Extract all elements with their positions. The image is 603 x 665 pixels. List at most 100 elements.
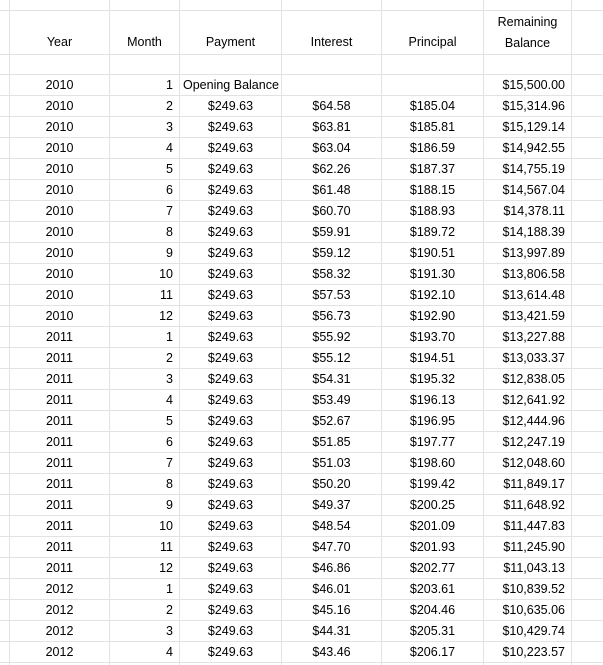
cell-month[interactable]: 6: [166, 435, 173, 449]
cell-principal[interactable]: $186.59: [409, 141, 456, 155]
cell-year[interactable]: 2011: [46, 330, 73, 344]
cell-month[interactable]: 4: [166, 645, 173, 659]
cell-balance[interactable]: $14,567.04: [502, 183, 565, 197]
cell-principal[interactable]: $192.10: [409, 288, 456, 302]
cell-month[interactable]: 9: [166, 498, 173, 512]
cell-month[interactable]: 11: [160, 288, 173, 302]
cell-month[interactable]: 3: [166, 372, 173, 386]
cell-payment[interactable]: $249.63: [207, 183, 254, 197]
cell-month[interactable]: 1: [166, 582, 173, 596]
cell-principal[interactable]: $198.60: [409, 456, 456, 470]
cell-year[interactable]: 2010: [45, 141, 74, 155]
cell-year[interactable]: 2010: [45, 309, 74, 323]
cell-principal[interactable]: $187.37: [409, 162, 456, 176]
cell-month[interactable]: 1: [166, 330, 173, 344]
cell-balance[interactable]: $15,129.14: [502, 120, 565, 134]
cell-balance[interactable]: $13,421.59: [502, 309, 565, 323]
cell-payment[interactable]: $249.63: [207, 645, 254, 659]
header-month[interactable]: Month: [127, 35, 162, 49]
cell-year[interactable]: 2011: [46, 372, 73, 386]
cell-interest[interactable]: $59.91: [312, 225, 351, 239]
cell-payment[interactable]: $249.63: [207, 246, 254, 260]
cell-month[interactable]: 10: [159, 519, 173, 533]
cell-interest[interactable]: $44.31: [312, 624, 351, 638]
cell-principal[interactable]: $188.93: [409, 204, 456, 218]
cell-balance[interactable]: $11,043.13: [503, 561, 565, 575]
cell-payment[interactable]: $249.63: [207, 309, 254, 323]
cell-interest[interactable]: $54.31: [312, 372, 351, 386]
cell-month[interactable]: 4: [166, 141, 173, 155]
cell-balance[interactable]: $13,227.88: [502, 330, 565, 344]
cell-principal[interactable]: $196.95: [409, 414, 456, 428]
cell-year[interactable]: 2010: [45, 162, 74, 176]
cell-year[interactable]: 2012: [45, 603, 74, 617]
cell-balance[interactable]: $14,378.11: [503, 204, 565, 218]
header-remaining[interactable]: Remaining: [497, 15, 558, 29]
cell-month[interactable]: 3: [166, 624, 173, 638]
cell-year[interactable]: 2010: [45, 120, 74, 134]
cell-interest[interactable]: $49.37: [312, 498, 351, 512]
cell-year[interactable]: 2011: [46, 456, 73, 470]
cell-interest[interactable]: $48.54: [312, 519, 351, 533]
cell-year[interactable]: 2012: [45, 645, 74, 659]
cell-interest[interactable]: $55.12: [312, 351, 351, 365]
cell-year[interactable]: 2010: [45, 183, 74, 197]
cell-principal[interactable]: $185.04: [409, 99, 456, 113]
cell-principal[interactable]: $200.25: [409, 498, 456, 512]
header-balance[interactable]: Balance: [504, 36, 551, 50]
cell-interest[interactable]: $61.48: [312, 183, 351, 197]
cell-payment[interactable]: $249.63: [207, 288, 254, 302]
cell-payment[interactable]: $249.63: [207, 141, 254, 155]
cell-interest[interactable]: $57.53: [312, 288, 351, 302]
cell-balance[interactable]: $12,247.19: [502, 435, 565, 449]
cell-balance[interactable]: $11,849.17: [503, 477, 565, 491]
cell-month[interactable]: 3: [166, 120, 173, 134]
cell-interest[interactable]: $52.67: [312, 414, 351, 428]
cell-payment[interactable]: $249.63: [207, 477, 254, 491]
cell-year[interactable]: 2011: [46, 519, 73, 533]
cell-month[interactable]: 2: [166, 99, 173, 113]
cell-principal[interactable]: $204.46: [409, 603, 456, 617]
cell-month[interactable]: 12: [159, 309, 173, 323]
cell-year[interactable]: 2010: [45, 204, 74, 218]
cell-principal[interactable]: $203.61: [409, 582, 456, 596]
cell-interest[interactable]: [282, 75, 381, 95]
cell-balance[interactable]: $10,635.06: [502, 603, 565, 617]
cell-principal[interactable]: $201.09: [409, 519, 456, 533]
cell-balance[interactable]: $15,314.96: [502, 99, 565, 113]
cell-year[interactable]: 2012: [45, 624, 74, 638]
cell-balance[interactable]: $14,188.39: [502, 225, 565, 239]
cell-opening-label[interactable]: Opening Balance: [183, 78, 279, 92]
header-year[interactable]: Year: [46, 35, 73, 49]
cell-balance[interactable]: $14,755.19: [502, 162, 565, 176]
cell-interest[interactable]: $63.04: [312, 141, 351, 155]
cell-balance[interactable]: $12,838.05: [502, 372, 565, 386]
cell-balance[interactable]: $13,033.37: [502, 351, 565, 365]
cell-interest[interactable]: $46.01: [312, 582, 351, 596]
header-interest[interactable]: Interest: [310, 35, 353, 49]
cell-principal[interactable]: $206.17: [409, 645, 456, 659]
cell-year[interactable]: 2011: [46, 393, 73, 407]
cell-payment[interactable]: $249.63: [207, 519, 254, 533]
cell-principal[interactable]: $185.81: [409, 120, 456, 134]
cell-principal[interactable]: $196.13: [409, 393, 456, 407]
cell-interest[interactable]: $47.70: [312, 540, 351, 554]
cell-year[interactable]: 2011: [46, 498, 73, 512]
cell-payment[interactable]: $249.63: [207, 435, 254, 449]
cell-year[interactable]: 2011: [46, 540, 73, 554]
cell-payment[interactable]: $249.63: [207, 372, 254, 386]
cell-month[interactable]: 2: [166, 603, 173, 617]
cell-interest[interactable]: $53.49: [312, 393, 351, 407]
cell-year[interactable]: 2010: [45, 246, 74, 260]
cell-interest[interactable]: $51.85: [312, 435, 351, 449]
cell-payment[interactable]: $249.63: [207, 162, 254, 176]
cell-year[interactable]: 2010: [45, 225, 74, 239]
cell-payment[interactable]: $249.63: [207, 540, 254, 554]
cell-payment[interactable]: $249.63: [207, 582, 254, 596]
cell-interest[interactable]: $55.92: [312, 330, 351, 344]
cell-payment[interactable]: $249.63: [207, 330, 254, 344]
cell-year[interactable]: 2010: [45, 267, 74, 281]
cell-month[interactable]: 10: [159, 267, 173, 281]
cell-payment[interactable]: $249.63: [207, 498, 254, 512]
cell-balance[interactable]: $13,614.48: [502, 288, 565, 302]
